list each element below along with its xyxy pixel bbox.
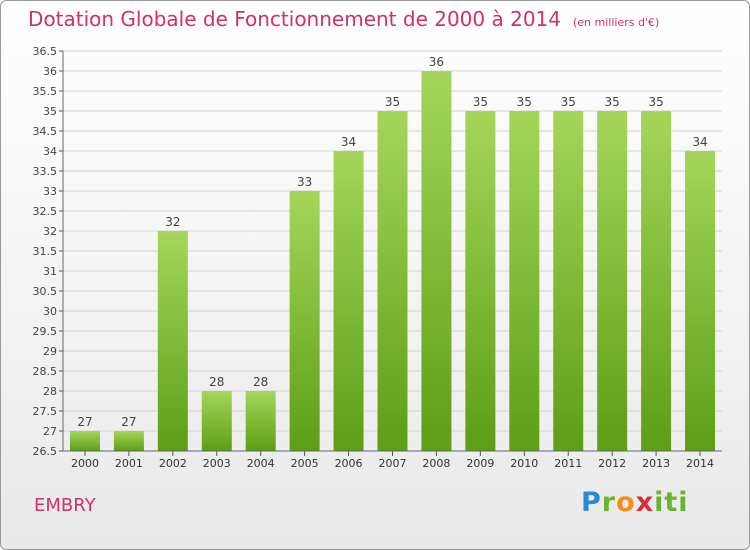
y-tick-label: 31 — [43, 265, 57, 278]
bar-value-label: 33 — [297, 175, 312, 189]
bar — [641, 111, 672, 451]
title-text: Dotation Globale de Fonctionnement de 20… — [28, 7, 561, 31]
y-tick-label: 31.5 — [33, 245, 58, 258]
bar-value-label: 27 — [77, 415, 92, 429]
bar — [597, 111, 628, 451]
bar — [685, 151, 716, 451]
x-tick-label: 2013 — [642, 457, 670, 470]
x-tick-label: 2006 — [335, 457, 363, 470]
axis-layer: 26.5 27 27.5 28 28.5 29 29.5 30 30.5 31 31.5 32 32.5… — [33, 45, 722, 470]
bar-value-label: 35 — [561, 95, 576, 109]
x-tick-label: 2010 — [510, 457, 538, 470]
x-tick-label: 2005 — [291, 457, 319, 470]
y-tick-label: 34 — [43, 145, 57, 158]
y-tick-label: 36.5 — [33, 45, 58, 58]
bar-value-label: 27 — [121, 415, 136, 429]
y-tick-label: 32.5 — [33, 205, 58, 218]
x-tick-label: 2002 — [159, 457, 187, 470]
bar-value-label: 35 — [473, 95, 488, 109]
bar-value-label: 35 — [648, 95, 663, 109]
x-tick-label: 2001 — [115, 457, 143, 470]
bar — [553, 111, 584, 451]
y-tick-label: 33 — [43, 185, 57, 198]
bar — [157, 231, 188, 451]
bar — [421, 71, 452, 451]
bar-value-label: 28 — [209, 375, 224, 389]
x-tick-label: 2012 — [598, 457, 626, 470]
bar — [289, 191, 320, 451]
y-tick-label: 26.5 — [33, 445, 58, 458]
y-tick-label: 35.5 — [33, 85, 58, 98]
bar-value-label: 35 — [605, 95, 620, 109]
bar-layer: 27 27 32 28 28 33 34 35 36 35 35 35 35 35 34 — [69, 55, 716, 451]
bar-value-label: 35 — [385, 95, 400, 109]
bar-value-label: 36 — [429, 55, 444, 69]
y-tick-label: 27.5 — [33, 405, 58, 418]
bar — [69, 431, 100, 451]
bar — [113, 431, 144, 451]
y-tick-label: 30.5 — [33, 285, 58, 298]
x-tick-label: 2003 — [203, 457, 231, 470]
y-tick-label: 36 — [43, 65, 57, 78]
bar — [245, 391, 276, 451]
x-tick-label: 2014 — [686, 457, 714, 470]
x-tick-label: 2000 — [71, 457, 99, 470]
y-tick-label: 29.5 — [33, 325, 58, 338]
x-tick-label: 2004 — [247, 457, 275, 470]
commune-name: EMBRY — [34, 495, 96, 516]
bar — [201, 391, 232, 451]
y-tick-label: 29 — [43, 345, 57, 358]
x-tick-label: 2008 — [422, 457, 450, 470]
x-tick-label: 2007 — [379, 457, 407, 470]
bar-value-label: 32 — [165, 215, 180, 229]
proxiti-logo[interactable]: Proxiti — [581, 487, 689, 518]
bar-value-label: 35 — [517, 95, 532, 109]
y-tick-label: 28 — [43, 385, 57, 398]
y-tick-label: 34.5 — [33, 125, 58, 138]
bar-value-label: 34 — [692, 135, 707, 149]
x-tick-label: 2011 — [554, 457, 582, 470]
y-tick-label: 35 — [43, 105, 57, 118]
y-tick-label: 33.5 — [33, 165, 58, 178]
bar — [333, 151, 364, 451]
x-tick-label: 2009 — [466, 457, 494, 470]
title-unit: (en milliers d'€) — [573, 16, 660, 29]
bar-value-label: 28 — [253, 375, 268, 389]
bar-value-label: 34 — [341, 135, 356, 149]
bar — [377, 111, 408, 451]
chart-title: Dotation Globale de Fonctionnement de 20… — [28, 7, 659, 31]
bar — [509, 111, 540, 451]
y-tick-label: 30 — [43, 305, 57, 318]
y-tick-label: 28.5 — [33, 365, 58, 378]
y-tick-label: 32 — [43, 225, 57, 238]
y-tick-label: 27 — [43, 425, 57, 438]
bar — [465, 111, 496, 451]
